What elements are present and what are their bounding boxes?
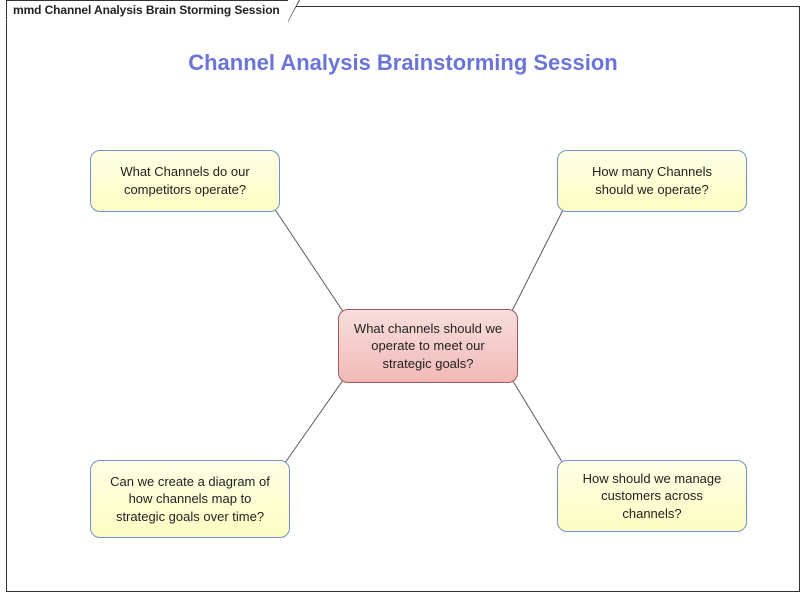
node-top-right-text: How many Channels should we operate? — [572, 163, 732, 198]
node-top-right: How many Channels should we operate? — [557, 150, 747, 212]
diagram-tab-label: mmd Channel Analysis Brain Storming Sess… — [13, 3, 280, 17]
node-top-left-text: What Channels do our competitors operate… — [105, 163, 265, 198]
node-center-text: What channels should we operate to meet … — [353, 320, 503, 373]
node-bottom-left: Can we create a diagram of how channels … — [90, 460, 290, 538]
node-bottom-left-text: Can we create a diagram of how channels … — [105, 473, 275, 526]
connector-line — [270, 202, 348, 319]
node-bottom-right-text: How should we manage customers across ch… — [572, 470, 732, 523]
node-center: What channels should we operate to meet … — [338, 309, 518, 383]
diagram-tab: mmd Channel Analysis Brain Storming Sess… — [6, 0, 289, 20]
connector-line — [508, 373, 567, 470]
node-bottom-right: How should we manage customers across ch… — [557, 460, 747, 532]
node-top-left: What Channels do our competitors operate… — [90, 150, 280, 212]
connector-line — [508, 202, 567, 319]
connector-line — [280, 373, 348, 470]
